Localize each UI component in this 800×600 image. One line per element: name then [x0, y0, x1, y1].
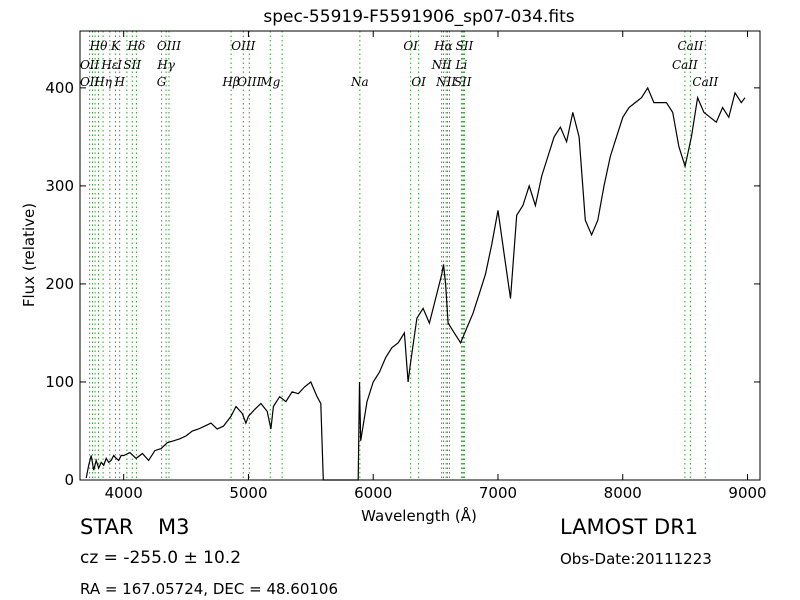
- plot-frame: [79, 30, 761, 481]
- spectral-line-label: CaII: [672, 58, 698, 72]
- spectral-line-label: CaII: [692, 75, 718, 89]
- y-axis-label: Flux (relative): [20, 203, 38, 307]
- spectral-line-label: OIII: [237, 75, 261, 89]
- spectral-line-label: Hη: [93, 75, 112, 89]
- object-subclass: M3: [158, 515, 190, 539]
- x-tick-label: 9000: [728, 484, 766, 502]
- object-type: STAR: [80, 515, 134, 539]
- x-tick-label: 5000: [229, 484, 267, 502]
- spectral-line-label: Hβ: [221, 75, 239, 89]
- y-tick-label: 0: [64, 471, 74, 489]
- spectral-line-label: OII: [80, 58, 100, 72]
- y-tick-label: 300: [45, 177, 74, 195]
- spectral-line-label: Hα: [433, 39, 453, 53]
- spectral-line-label: OII: [80, 75, 100, 89]
- spectral-line-label: Li: [455, 58, 468, 72]
- spectral-line-label: Hε: [100, 58, 118, 72]
- spectral-line-label: CaII: [677, 39, 703, 53]
- spectral-line-label: Mg: [259, 75, 280, 89]
- chart-title: spec-55919-F5591906_sp07-034.fits: [263, 7, 574, 27]
- spectrum-line: [85, 86, 746, 481]
- spectral-line-label: SII: [456, 39, 474, 53]
- spectral-line-label: OIII: [157, 39, 181, 53]
- x-axis-label: Wavelength (Å): [361, 506, 477, 525]
- spectral-line-label: H: [113, 75, 125, 89]
- spectral-line-label: OI: [403, 39, 418, 53]
- spectral-line-label: G: [157, 75, 167, 89]
- spectral-line-label: Hγ: [156, 58, 175, 72]
- y-tick-label: 100: [45, 373, 74, 391]
- spectral-line-label: SII: [454, 75, 472, 89]
- spectral-line-label: NII: [435, 75, 456, 89]
- ticks-layer: 4000 5000 6000 7000 8000 9000 0 100 200 300 400: [45, 31, 767, 502]
- ra-dec: RA = 167.05724, DEC = 48.60106: [80, 580, 339, 598]
- y-tick-label: 400: [45, 79, 74, 97]
- spectral-line-label: SII: [123, 58, 141, 72]
- survey-name: LAMOST DR1: [560, 515, 699, 539]
- spectral-line-label: NII: [431, 58, 452, 72]
- spectrum-layer: [85, 86, 746, 481]
- spectral-line-label: Na: [350, 75, 369, 89]
- spectral-line-label: Hδ: [127, 39, 146, 53]
- x-tick-label: 6000: [354, 484, 392, 502]
- redshift-cz: cz = -255.0 ± 10.2: [80, 548, 242, 568]
- x-tick-label: 8000: [604, 484, 642, 502]
- x-tick-label: 7000: [479, 484, 517, 502]
- spectral-line-label: OIII: [231, 39, 255, 53]
- y-tick-label: 200: [45, 275, 74, 293]
- observation-date: Obs-Date:20111223: [560, 550, 712, 568]
- spectral-line-label: I: [116, 58, 122, 72]
- spectral-line-label: OI: [411, 75, 426, 89]
- spectral-line-label: Hθ: [89, 39, 108, 53]
- spectral-line-label: K: [110, 39, 121, 53]
- x-tick-label: 4000: [105, 484, 143, 502]
